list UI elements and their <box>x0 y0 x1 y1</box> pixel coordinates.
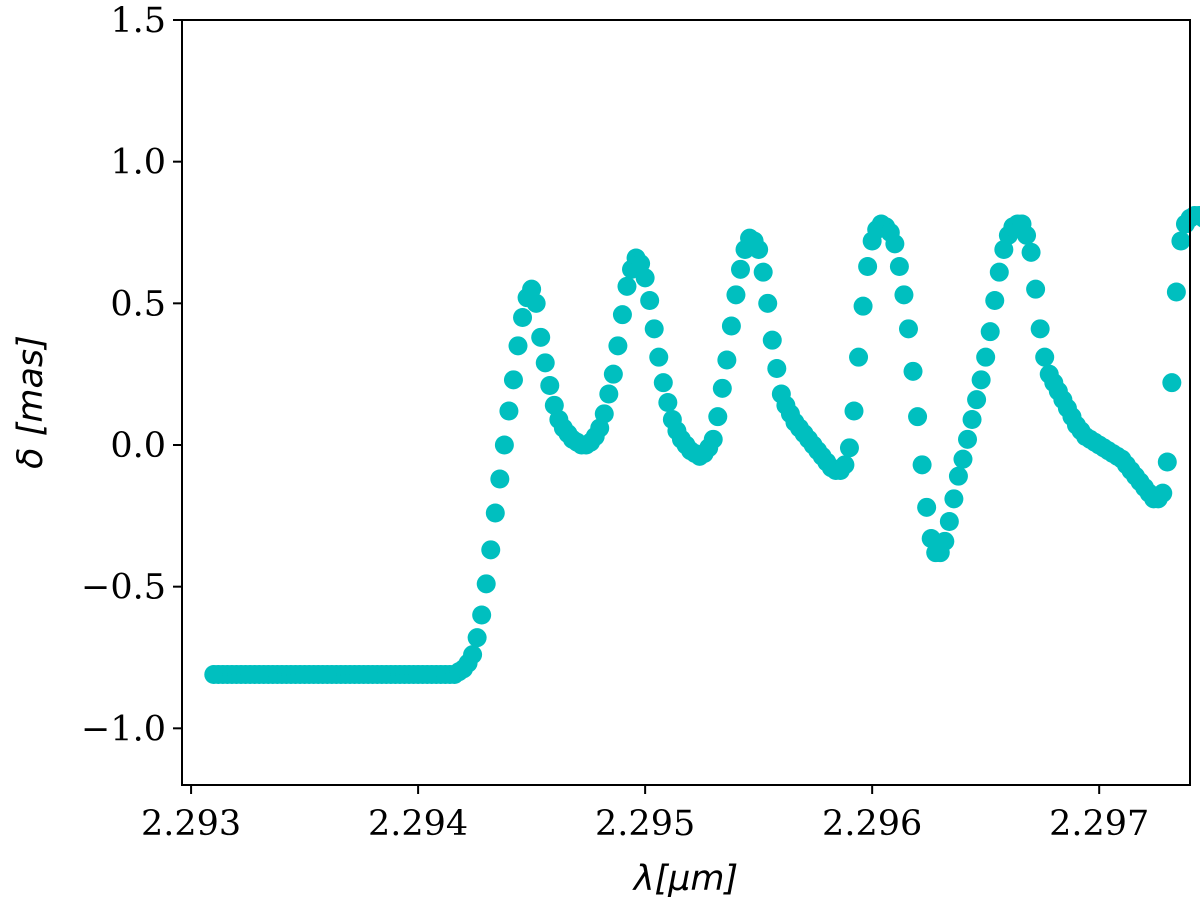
data-point <box>540 376 560 395</box>
data-point <box>503 370 523 390</box>
data-point <box>1171 231 1191 251</box>
data-point <box>603 364 623 384</box>
data-point <box>839 438 859 458</box>
y-tick-label: −1.0 <box>81 709 166 749</box>
data-point <box>644 319 664 339</box>
data-point <box>894 285 914 305</box>
data-point <box>749 240 769 259</box>
data-point <box>485 503 505 523</box>
x-tick-label: 2.293 <box>141 804 241 844</box>
x-tick-label: 2.295 <box>595 804 695 844</box>
data-point <box>1030 319 1050 339</box>
y-tick-label: 1.5 <box>110 1 166 41</box>
data-point <box>513 308 533 327</box>
data-point <box>767 359 787 378</box>
data-point <box>730 259 750 279</box>
data-point <box>1017 225 1037 245</box>
data-point <box>980 322 1000 342</box>
data-point <box>758 293 778 313</box>
data-point <box>508 336 528 356</box>
data-point <box>476 574 496 594</box>
x-tick-label: 2.296 <box>822 804 922 844</box>
data-point <box>935 531 955 551</box>
data-point <box>853 296 873 316</box>
y-axis: −1.0 −0.5 0.0 0.5 1.0 1.5 <box>81 1 182 749</box>
data-point <box>599 384 619 404</box>
data-point <box>649 347 669 367</box>
y-tick-label: 1.0 <box>110 143 166 183</box>
data-point <box>903 361 923 381</box>
y-tick-label: −0.5 <box>81 568 166 608</box>
data-point <box>971 370 991 390</box>
data-point <box>612 305 632 325</box>
data-point <box>594 404 614 424</box>
data-point <box>726 285 746 305</box>
data-point <box>835 455 855 475</box>
data-point <box>908 407 928 427</box>
data-point <box>499 401 519 421</box>
data-point <box>1162 373 1182 393</box>
data-point <box>762 330 782 350</box>
y-tick-label: 0.0 <box>110 426 166 466</box>
data-point <box>721 316 741 336</box>
data-point <box>967 390 987 410</box>
data-point <box>653 373 673 393</box>
data-point <box>985 291 1005 310</box>
data-point <box>608 336 628 356</box>
data-point <box>944 489 964 509</box>
x-tick-label: 2.297 <box>1049 804 1149 844</box>
x-axis-label: λ[μm] <box>632 859 738 899</box>
data-point <box>939 512 959 531</box>
plot-frame <box>181 19 1191 786</box>
data-point <box>708 407 728 427</box>
data-point <box>885 234 905 254</box>
data-point <box>490 469 510 489</box>
data-point <box>849 347 869 367</box>
data-point <box>1021 242 1041 262</box>
data-point <box>467 628 487 648</box>
data-point <box>472 605 492 625</box>
x-tick-label: 2.294 <box>368 804 468 844</box>
data-point <box>1035 347 1055 367</box>
data-point <box>1166 282 1186 302</box>
data-point <box>658 393 678 412</box>
data-point <box>481 540 501 560</box>
data-point <box>526 293 546 313</box>
data-point <box>898 319 918 339</box>
data-point <box>989 262 1009 282</box>
data-point <box>753 262 773 282</box>
data-point <box>535 353 555 373</box>
data-point <box>858 257 878 276</box>
data-point <box>463 645 483 665</box>
data-point <box>531 327 551 347</box>
data-point <box>962 410 982 429</box>
data-point <box>976 347 996 367</box>
data-point <box>1153 483 1173 503</box>
data-point <box>917 497 937 517</box>
data-point <box>1194 209 1200 228</box>
data-point <box>712 378 732 398</box>
data-point <box>889 257 909 276</box>
data-point <box>948 466 968 486</box>
data-point <box>640 291 660 310</box>
data-point <box>953 449 973 469</box>
y-tick-label: 0.5 <box>110 284 166 324</box>
data-point <box>494 435 514 455</box>
data-point <box>844 401 864 421</box>
data-point <box>958 429 978 449</box>
data-point <box>635 268 655 288</box>
data-point <box>617 276 637 296</box>
y-axis-label: δ [mas] <box>11 335 51 469</box>
data-point <box>703 429 723 449</box>
data-point <box>1157 452 1177 472</box>
data-point <box>717 350 737 370</box>
data-points <box>204 206 1200 684</box>
data-point <box>1026 279 1046 299</box>
x-axis: 2.293 2.294 2.295 2.296 2.297 <box>141 785 1149 844</box>
data-point <box>912 455 932 475</box>
